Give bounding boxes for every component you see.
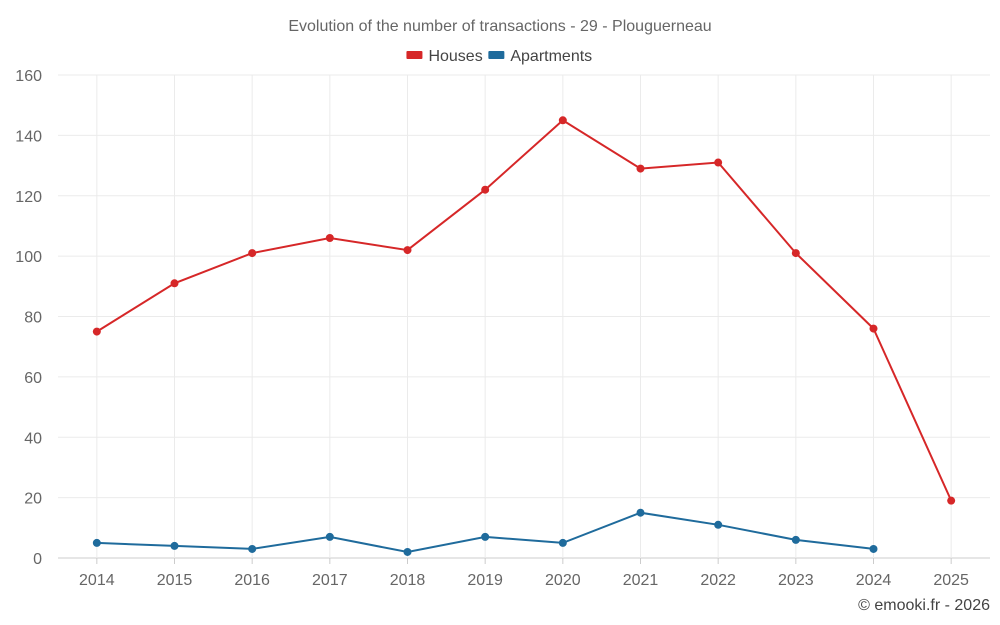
data-point-houses[interactable] [481, 185, 490, 194]
data-point-houses[interactable] [947, 496, 956, 505]
data-point-houses[interactable] [92, 327, 101, 336]
data-point-apartments[interactable] [636, 508, 645, 517]
axes: 0 20 40 60 80 100 120 140 160 2014 2015 2016 2017 201… [15, 68, 969, 589]
series-houses [92, 116, 956, 505]
x-tick-label: 2017 [312, 572, 348, 589]
data-point-houses[interactable] [869, 324, 878, 333]
data-point-apartments[interactable] [791, 535, 800, 544]
data-point-apartments[interactable] [714, 520, 723, 529]
legend-label: Apartments [510, 48, 592, 65]
y-tick-label: 120 [15, 189, 42, 206]
data-point-apartments[interactable] [170, 541, 179, 550]
chart-title: Evolution of the number of transactions … [288, 18, 711, 35]
data-point-houses[interactable] [248, 249, 257, 258]
legend-label: Houses [428, 48, 482, 65]
x-tick-label: 2016 [234, 572, 270, 589]
x-tick-label: 2025 [933, 572, 969, 589]
x-tick-label: 2023 [778, 572, 814, 589]
data-point-apartments[interactable] [558, 538, 567, 547]
legend-swatch [406, 51, 423, 59]
grid [58, 74, 990, 559]
series-line-houses [96, 119, 953, 502]
x-tick-label: 2021 [623, 572, 659, 589]
y-tick-label: 160 [15, 68, 42, 85]
data-point-houses[interactable] [325, 234, 334, 243]
y-tick-label: 40 [24, 430, 42, 447]
y-tick-label: 100 [15, 249, 42, 266]
y-tick-label: 80 [24, 310, 42, 327]
series [92, 116, 956, 556]
data-point-houses[interactable] [403, 246, 412, 255]
x-tick-label: 2014 [79, 572, 115, 589]
data-point-apartments[interactable] [481, 532, 490, 541]
legend: Houses Apartments [406, 48, 592, 65]
y-tick-label: 60 [24, 370, 42, 387]
data-point-houses[interactable] [636, 164, 645, 173]
data-point-houses[interactable] [791, 249, 800, 258]
data-point-apartments[interactable] [248, 544, 257, 553]
y-tick-label: 0 [33, 551, 42, 568]
legend-swatch [488, 51, 505, 59]
data-point-apartments[interactable] [869, 544, 878, 553]
legend-item-apartments[interactable]: Apartments [488, 48, 592, 65]
x-tick-label: 2020 [545, 572, 581, 589]
legend-item-houses[interactable]: Houses [406, 48, 483, 65]
data-point-apartments[interactable] [92, 538, 101, 547]
data-point-houses[interactable] [558, 116, 567, 125]
x-tick-label: 2024 [856, 572, 892, 589]
data-point-apartments[interactable] [403, 547, 412, 556]
y-tick-label: 140 [15, 128, 42, 145]
data-point-houses[interactable] [714, 158, 723, 167]
y-tick-label: 20 [24, 491, 42, 508]
data-point-apartments[interactable] [325, 532, 334, 541]
x-tick-label: 2018 [390, 572, 426, 589]
x-tick-label: 2019 [467, 572, 503, 589]
credit-text: © emooki.fr - 2026 [858, 597, 990, 614]
x-tick-label: 2015 [157, 572, 193, 589]
x-tick-label: 2022 [700, 572, 736, 589]
data-point-houses[interactable] [170, 279, 179, 288]
series-apartments [92, 508, 878, 556]
